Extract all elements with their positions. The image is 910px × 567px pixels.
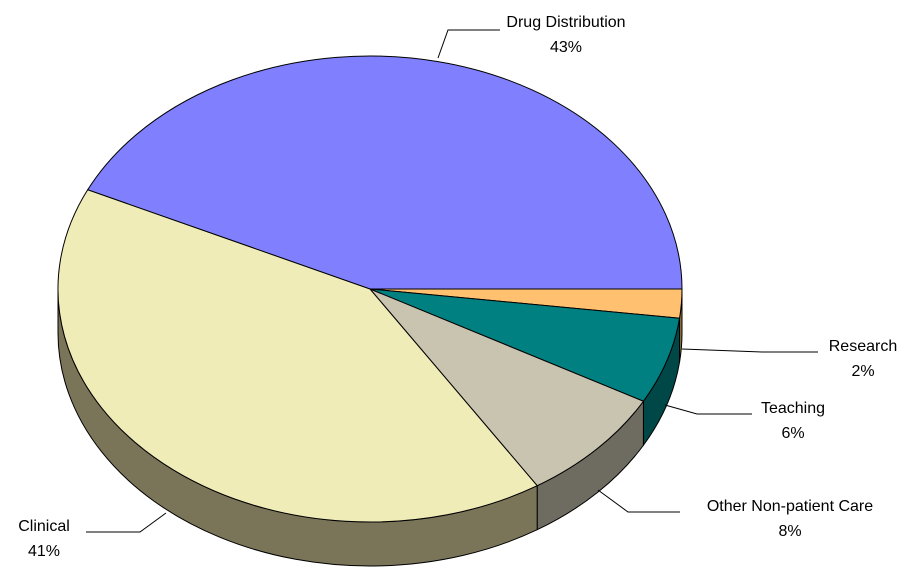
leader-line-teaching	[664, 404, 752, 415]
label-drug-distribution: Drug Distribution	[506, 14, 625, 31]
leader-line-research	[681, 348, 818, 353]
leader-line-clinical	[86, 512, 167, 533]
value-clinical: 41%	[28, 543, 60, 560]
value-teaching: 6%	[781, 425, 804, 442]
slice-labels: Drug Distribution 43% Research 2% Teachi…	[18, 14, 897, 560]
slice-drug-distribution	[86, 55, 683, 290]
value-other-non-patient-care: 8%	[778, 523, 801, 540]
leader-line-drug-distribution	[437, 29, 500, 59]
pie-slices	[57, 55, 683, 523]
slice-clinical	[57, 189, 538, 523]
slice-other-non-patient-care	[369, 288, 645, 487]
label-research: Research	[829, 338, 897, 355]
label-teaching: Teaching	[761, 400, 825, 417]
label-clinical: Clinical	[18, 518, 70, 535]
leader-lines	[86, 29, 818, 533]
label-other-non-patient-care: Other Non-patient Care	[707, 498, 873, 515]
leader-line-other-non-patient-care	[597, 489, 680, 513]
value-drug-distribution: 43%	[550, 39, 582, 56]
value-research: 2%	[851, 363, 874, 380]
